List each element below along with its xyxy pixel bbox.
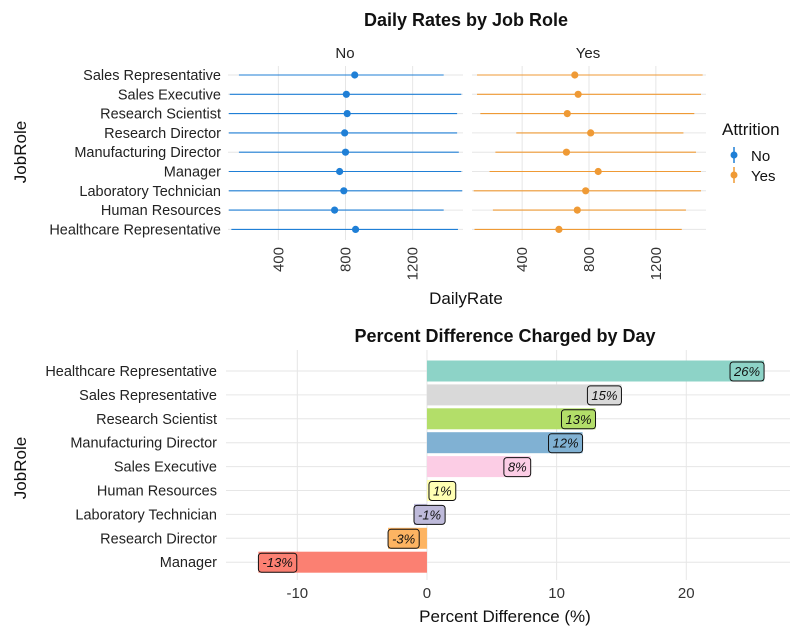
mean-point-yes (555, 225, 563, 233)
legend-label-yes: Yes (751, 168, 775, 185)
data-label-box (729, 361, 765, 382)
x-tick-label: 0 (423, 585, 431, 602)
x-tick-label: 400 (514, 247, 531, 272)
mean-point-yes (574, 90, 582, 98)
y-category-label: Research Director (100, 531, 217, 547)
mean-point-yes (563, 110, 571, 118)
legend-key-yes (730, 171, 738, 179)
chart2-plot: 26% 15%13% 12% 8% 1% -1%-3% -13% Healthcare Rep… (45, 350, 790, 602)
mean-point-no (343, 110, 351, 118)
chart1-x-axis-title: DailyRate (429, 289, 503, 308)
x-tick-label: 10 (548, 585, 565, 602)
y-category-label: Manager (164, 165, 221, 181)
y-category-label: Human Resources (101, 203, 221, 219)
data-label-box (257, 552, 298, 573)
mean-point-yes (562, 148, 571, 156)
bar (426, 432, 583, 454)
y-category-label: Healthcare Representative (45, 364, 217, 380)
x-tick-label: 20 (678, 585, 695, 602)
y-category-label: Research Scientist (96, 412, 217, 428)
y-category-label: Sales Representative (83, 68, 221, 84)
data-label: 8% (508, 460, 527, 475)
data-label-box (428, 481, 457, 501)
data-label: 12% (553, 436, 579, 451)
x-tick-label: 400 (270, 247, 287, 272)
chart1-plot: 400 800 1200 400 800 1200 Sales Representative… (49, 66, 706, 280)
data-label-box (586, 385, 622, 406)
chart1-y-axis-title: JobRole (11, 121, 30, 183)
chart2-y-axis-title: JobRole (11, 437, 30, 499)
legend-key-no (730, 151, 738, 159)
mean-point-yes (573, 206, 581, 214)
legend-label-no: No (751, 148, 770, 165)
data-label-box (560, 409, 597, 430)
data-label: -3% (392, 531, 415, 546)
mean-point-no (341, 129, 349, 137)
data-label-box (503, 457, 532, 478)
data-label-box (413, 504, 446, 525)
y-category-label: Healthcare Representative (49, 222, 221, 238)
chart2-x-axis-title: Percent Difference (%) (419, 607, 591, 626)
x-tick-label: 800 (581, 247, 598, 272)
y-category-label: Manufacturing Director (74, 145, 221, 161)
mean-point-no (336, 167, 344, 176)
mean-point-no (341, 148, 350, 156)
bar (426, 408, 596, 430)
data-label-box (387, 528, 420, 549)
x-tick-label: 1200 (648, 247, 665, 280)
y-category-label: Research Director (104, 126, 221, 142)
mean-point-no (351, 71, 359, 79)
mean-point-no (330, 206, 339, 214)
data-label: 13% (565, 412, 591, 427)
data-label: -1% (418, 507, 441, 522)
chart1-title: Daily Rates by Job Role (364, 10, 568, 30)
mean-point-yes (571, 71, 579, 79)
facet-label-no: No (335, 45, 354, 62)
y-category-label: Laboratory Technician (79, 184, 221, 200)
bar (258, 551, 427, 573)
mean-point-yes (594, 167, 602, 176)
y-category-label: Sales Executive (118, 87, 221, 103)
data-label: 15% (591, 388, 617, 403)
y-category-label: Manager (160, 555, 217, 571)
legend-title: Attrition (722, 120, 780, 139)
y-category-label: Human Resources (97, 484, 217, 500)
bar (426, 384, 622, 406)
data-label: 26% (733, 364, 760, 379)
mean-point-no (342, 90, 350, 98)
x-tick-label: 800 (338, 247, 355, 272)
data-label: -13% (262, 555, 292, 570)
mean-point-yes (587, 129, 595, 137)
x-tick-label: 1200 (405, 247, 422, 280)
mean-point-no (340, 187, 348, 195)
y-category-label: Sales Executive (114, 460, 217, 476)
chart2-title: Percent Difference Charged by Day (354, 326, 655, 346)
mean-point-yes (582, 187, 590, 195)
bar (426, 360, 765, 382)
y-category-label: Research Scientist (100, 107, 221, 123)
data-label: 1% (433, 484, 452, 499)
x-tick-label: -10 (286, 585, 308, 602)
y-category-label: Laboratory Technician (75, 507, 217, 523)
y-category-label: Manufacturing Director (70, 436, 217, 452)
y-category-label: Sales Representative (79, 388, 217, 404)
mean-point-no (351, 225, 360, 233)
facet-label-yes: Yes (576, 45, 600, 62)
data-label-box (548, 433, 584, 454)
